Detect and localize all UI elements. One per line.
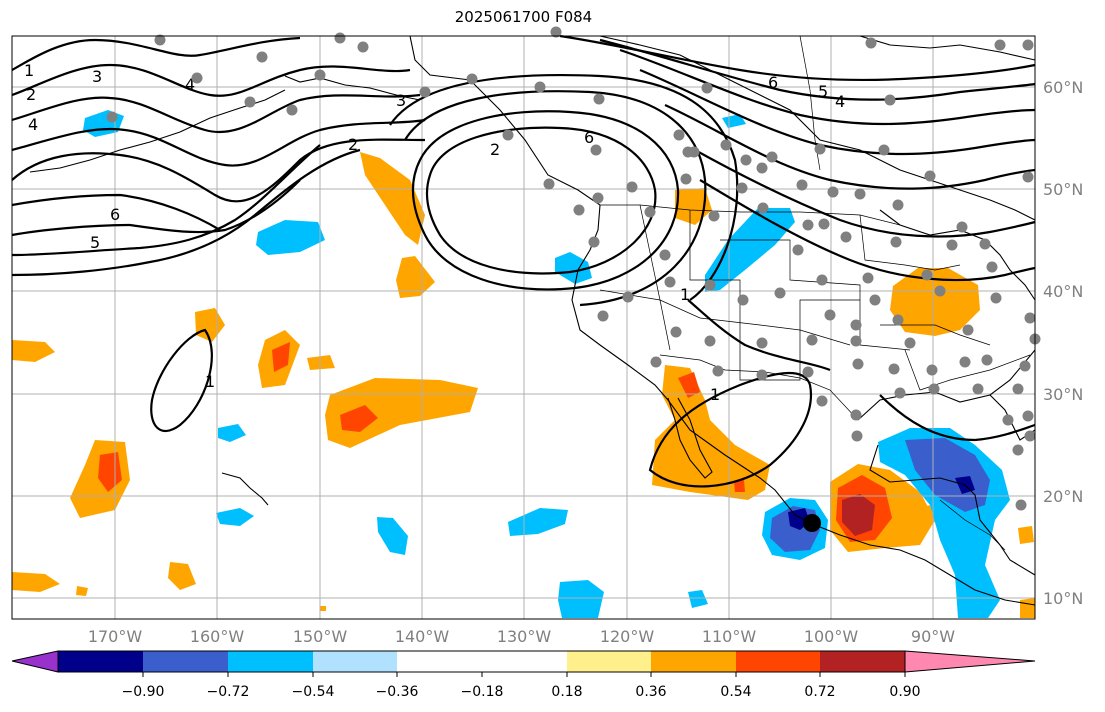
colorbar-tick-label: −0.36 [376, 684, 419, 700]
colorbar-extend-low [12, 651, 58, 672]
anomaly-blob [256, 220, 325, 255]
station-markers [106, 26, 1041, 511]
longitude-tick-label: 170°W [88, 627, 143, 646]
latitude-labels: 60°N 50°N 40°N 30°N 20°N 10°N [1043, 78, 1083, 608]
colorbar-segment [228, 651, 313, 672]
anomaly-blob [12, 340, 55, 362]
longitude-labels: 170°W 160°W 150°W 140°W 130°W 120°W 110°… [88, 627, 955, 646]
anomaly-blob [508, 508, 568, 536]
colorbar-segment [143, 651, 228, 672]
longitude-tick-label: 120°W [600, 627, 655, 646]
anomaly-blob [307, 355, 335, 370]
latitude-tick-label: 50°N [1043, 180, 1083, 199]
contour-label: 1 [710, 385, 720, 404]
contour-label: 5 [818, 82, 828, 101]
anomaly-blob [12, 572, 60, 592]
latitude-tick-label: 60°N [1043, 78, 1083, 97]
anomaly-blob [340, 405, 378, 432]
anomaly-blob [218, 424, 246, 442]
contour-label: 1 [205, 372, 215, 391]
latitude-tick-label: 20°N [1043, 487, 1083, 506]
colorbar-segment [820, 651, 905, 672]
graticule [12, 36, 1035, 619]
contour-labels: 1 2 3 4 4 5 6 2 3 6 6 5 4 2 1 1 1 [24, 61, 845, 404]
contour-label: 3 [396, 91, 406, 110]
latitude-tick-label: 30°N [1043, 385, 1083, 404]
storm-center-marker [803, 514, 821, 532]
anomaly-blob [734, 480, 745, 492]
anomaly-blob [652, 365, 770, 500]
anomaly-blob [842, 494, 875, 536]
colorbar-tick-label: −0.90 [122, 684, 165, 700]
contour-label: 2 [490, 140, 500, 159]
longitude-tick-label: 110°W [702, 627, 757, 646]
longitude-tick-label: 90°W [911, 627, 955, 646]
height-contours [11, 34, 1036, 488]
latitude-tick-label: 40°N [1043, 282, 1083, 301]
contour-label: 2 [26, 85, 36, 104]
colorbar-segment [313, 651, 397, 672]
anomaly-blob [98, 452, 122, 492]
anomaly-blob [396, 256, 435, 298]
longitude-tick-label: 150°W [293, 627, 348, 646]
contour-label: 2 [348, 135, 358, 154]
latitude-tick-label: 10°N [1043, 589, 1083, 608]
contour-label: 4 [28, 115, 38, 134]
anomaly-blob [555, 252, 592, 284]
contour-label: 6 [768, 73, 778, 92]
colorbar-segment [397, 651, 482, 672]
colorbar-tick-label: −0.54 [292, 684, 335, 700]
contour-label: 1 [680, 285, 690, 304]
contour-label: 6 [110, 205, 120, 224]
contour-label: 1 [24, 61, 34, 80]
contour-label: 5 [90, 233, 100, 252]
colorbar-tick-label: 0.18 [551, 684, 582, 700]
colorbar-tick-label: 0.36 [635, 684, 666, 700]
anomaly-blob [325, 378, 478, 448]
map-border [11, 35, 1036, 620]
longitude-tick-label: 130°W [497, 627, 552, 646]
colorbar-extend-high [905, 651, 1035, 672]
anomaly-blob [1020, 598, 1035, 618]
colorbar-tick-label: 0.72 [804, 684, 835, 700]
map-title: 2025061700 F084 [454, 8, 593, 26]
colorbar-segment [482, 651, 567, 672]
anomaly-fills [12, 110, 1035, 618]
colorbar-segment [736, 651, 820, 672]
anomaly-blob [705, 208, 795, 292]
anomaly-blob [320, 606, 326, 611]
anomaly-blob [905, 438, 990, 512]
contour-label: 6 [584, 128, 594, 147]
anomaly-blob [1018, 526, 1034, 544]
contour-label: 3 [92, 67, 102, 86]
contour-label: 4 [185, 75, 195, 94]
anomaly-blob [360, 152, 425, 245]
colorbar-tick-label: 0.90 [889, 684, 920, 700]
colorbar-segment [567, 651, 651, 672]
colorbar-tick-label: −0.72 [207, 684, 250, 700]
anomaly-blob [377, 517, 408, 555]
anomaly-blob [76, 586, 88, 596]
anomaly-blob [216, 508, 254, 526]
colorbar-tick-label: −0.18 [461, 684, 504, 700]
anomaly-blob [678, 372, 700, 398]
anomaly-blob [168, 562, 196, 590]
anomaly-blob [890, 268, 980, 336]
contour-label: 4 [835, 92, 845, 111]
anomaly-blob [915, 505, 935, 528]
longitude-tick-label: 100°W [804, 627, 859, 646]
colorbar-ticks [142, 672, 906, 677]
anomaly-blob [558, 580, 604, 618]
anomaly-blob [688, 590, 708, 608]
anomaly-blob [722, 114, 746, 128]
colorbar: −0.90 −0.72 −0.54 −0.36 −0.18 0.18 0.36 … [11, 650, 1036, 700]
longitude-tick-label: 140°W [395, 627, 450, 646]
colorbar-segment [58, 651, 143, 672]
colorbar-segment [651, 651, 736, 672]
anomaly-blob [272, 342, 290, 372]
colorbar-tick-label: 0.54 [720, 684, 751, 700]
longitude-tick-label: 160°W [190, 627, 245, 646]
